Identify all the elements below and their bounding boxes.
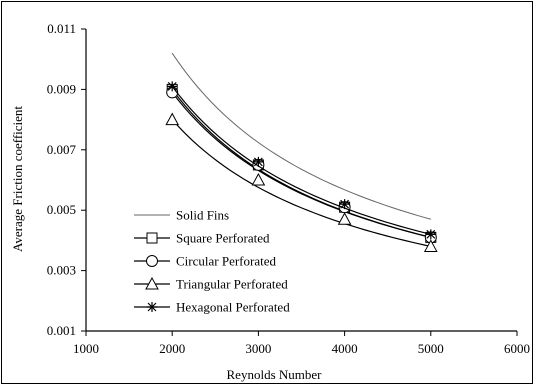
- series-line: [171, 92, 431, 238]
- legend-label: Circular Perforated: [176, 254, 276, 269]
- star-marker: [425, 229, 436, 240]
- triangle-marker: [145, 276, 159, 290]
- triangle-marker: [251, 172, 266, 186]
- y-tick-label: 0.009: [47, 81, 76, 96]
- legend-label: Hexagonal Perforated: [176, 300, 290, 315]
- x-tick-label: 6000: [504, 341, 530, 356]
- legend-item: Circular Perforated: [134, 254, 276, 269]
- legend-label: Triangular Perforated: [176, 277, 288, 292]
- legend-label: Square Perforated: [176, 231, 270, 246]
- series-triangular-perforated: [165, 112, 438, 252]
- series-line: [171, 119, 431, 248]
- star-marker: [253, 156, 264, 167]
- square-marker: [146, 232, 158, 244]
- star-marker: [339, 199, 350, 210]
- triangle-marker: [423, 239, 438, 252]
- legend: Solid Fins Square Perforated Circular Perf…: [134, 208, 290, 315]
- y-tick-label: 0.011: [47, 21, 76, 36]
- x-tick-label: 1000: [73, 341, 99, 356]
- legend-item: Square Perforated: [134, 231, 270, 246]
- y-tick-label: 0.005: [47, 202, 76, 217]
- series-line: [171, 52, 431, 220]
- star-marker: [167, 81, 178, 92]
- legend-item: Triangular Perforated: [134, 277, 288, 292]
- series-hexagonal-perforated: [167, 81, 436, 240]
- axes: 0.001 0.003 0.005 0.007 0.009 0.011 1000 2000 30…: [47, 21, 530, 356]
- y-tick-label: 0.007: [47, 142, 77, 157]
- x-axis-title: Reynolds Number: [227, 367, 323, 382]
- legend-label: Solid Fins: [176, 208, 229, 223]
- series-solid-fins: [171, 52, 431, 220]
- series-layer: [165, 52, 438, 252]
- x-tick-label: 4000: [332, 341, 358, 356]
- circle-marker: [146, 255, 158, 267]
- x-tick-label: 2000: [159, 341, 185, 356]
- legend-item: Hexagonal Perforated: [134, 300, 290, 315]
- star-marker: [147, 302, 157, 312]
- triangle-marker: [165, 112, 180, 126]
- y-tick-label: 0.001: [47, 323, 76, 338]
- y-tick-label: 0.003: [47, 263, 76, 278]
- x-tick-label: 5000: [418, 341, 444, 356]
- y-axis-title: Average Friction coefficient: [10, 106, 25, 252]
- triangle-marker: [337, 212, 352, 225]
- x-tick-label: 3000: [245, 341, 271, 356]
- legend-item: Solid Fins: [134, 208, 229, 223]
- series-line: [171, 86, 431, 235]
